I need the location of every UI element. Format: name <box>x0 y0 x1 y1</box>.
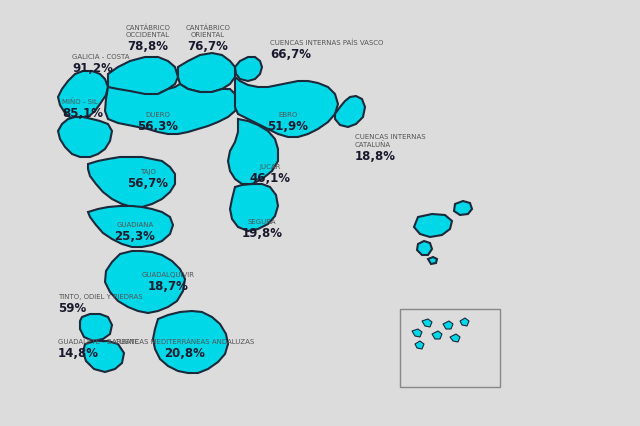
Polygon shape <box>412 329 422 337</box>
Polygon shape <box>230 184 278 231</box>
Polygon shape <box>417 242 432 256</box>
Polygon shape <box>80 314 112 341</box>
Text: CUENCAS INTERNAS
CATALUÑA: CUENCAS INTERNAS CATALUÑA <box>355 134 426 148</box>
Bar <box>400 309 500 387</box>
Text: GALICIA - COSTA: GALICIA - COSTA <box>72 54 129 60</box>
Text: 76,7%: 76,7% <box>188 40 228 53</box>
Polygon shape <box>460 318 469 326</box>
Polygon shape <box>108 58 178 98</box>
Polygon shape <box>414 215 452 237</box>
Text: DUERO: DUERO <box>145 112 170 118</box>
Text: 85,1%: 85,1% <box>62 107 103 120</box>
Polygon shape <box>335 97 365 128</box>
Text: JÚCAR: JÚCAR <box>259 162 281 170</box>
Text: 51,9%: 51,9% <box>268 120 308 132</box>
Polygon shape <box>235 58 262 82</box>
Polygon shape <box>432 331 442 339</box>
Text: 25,3%: 25,3% <box>115 230 156 242</box>
Text: GUADIANA: GUADIANA <box>116 222 154 227</box>
Polygon shape <box>58 118 112 158</box>
Text: CUENCAS INTERNAS PAÍS VASCO: CUENCAS INTERNAS PAÍS VASCO <box>270 40 383 46</box>
Polygon shape <box>105 85 238 135</box>
Text: 20,8%: 20,8% <box>164 346 205 359</box>
Text: TAJO: TAJO <box>140 169 156 175</box>
Polygon shape <box>58 72 108 122</box>
Text: 91,2%: 91,2% <box>72 62 113 75</box>
Polygon shape <box>178 54 235 93</box>
Text: CUENCAS MEDITERRÁNEAS ANDALUZAS: CUENCAS MEDITERRÁNEAS ANDALUZAS <box>115 338 255 344</box>
Text: 66,7%: 66,7% <box>270 48 311 61</box>
Polygon shape <box>228 120 278 184</box>
Text: 59%: 59% <box>58 301 86 314</box>
Text: 19,8%: 19,8% <box>241 227 282 239</box>
Polygon shape <box>415 341 424 349</box>
Text: 78,8%: 78,8% <box>127 40 168 53</box>
Text: SEGURA: SEGURA <box>248 219 276 225</box>
Polygon shape <box>88 207 173 248</box>
Text: EBRO: EBRO <box>278 112 298 118</box>
Text: MIÑO - SIL: MIÑO - SIL <box>62 98 98 105</box>
Polygon shape <box>443 321 453 329</box>
Polygon shape <box>428 257 437 265</box>
Text: 46,1%: 46,1% <box>250 172 291 184</box>
Polygon shape <box>235 78 338 138</box>
Polygon shape <box>153 311 228 373</box>
Text: GUADALETE - BARBATE: GUADALETE - BARBATE <box>58 338 139 344</box>
Polygon shape <box>422 319 432 327</box>
Text: 56,7%: 56,7% <box>127 177 168 190</box>
Text: TINTO, ODIEL Y PIEDRAS: TINTO, ODIEL Y PIEDRAS <box>58 294 143 299</box>
Text: 18,7%: 18,7% <box>148 279 188 292</box>
Polygon shape <box>105 251 185 313</box>
Polygon shape <box>450 334 460 342</box>
Text: CANTÁBRICO
ORIENTAL: CANTÁBRICO ORIENTAL <box>186 24 230 38</box>
Text: 56,3%: 56,3% <box>138 120 179 132</box>
Polygon shape <box>88 158 175 207</box>
Text: 18,8%: 18,8% <box>355 150 396 163</box>
Polygon shape <box>83 341 124 372</box>
Text: GUADALQUIVIR: GUADALQUIVIR <box>141 271 195 277</box>
Text: 14,8%: 14,8% <box>58 346 99 359</box>
Text: CANTÁBRICO
OCCIDENTAL: CANTÁBRICO OCCIDENTAL <box>125 24 170 38</box>
Polygon shape <box>454 201 472 216</box>
